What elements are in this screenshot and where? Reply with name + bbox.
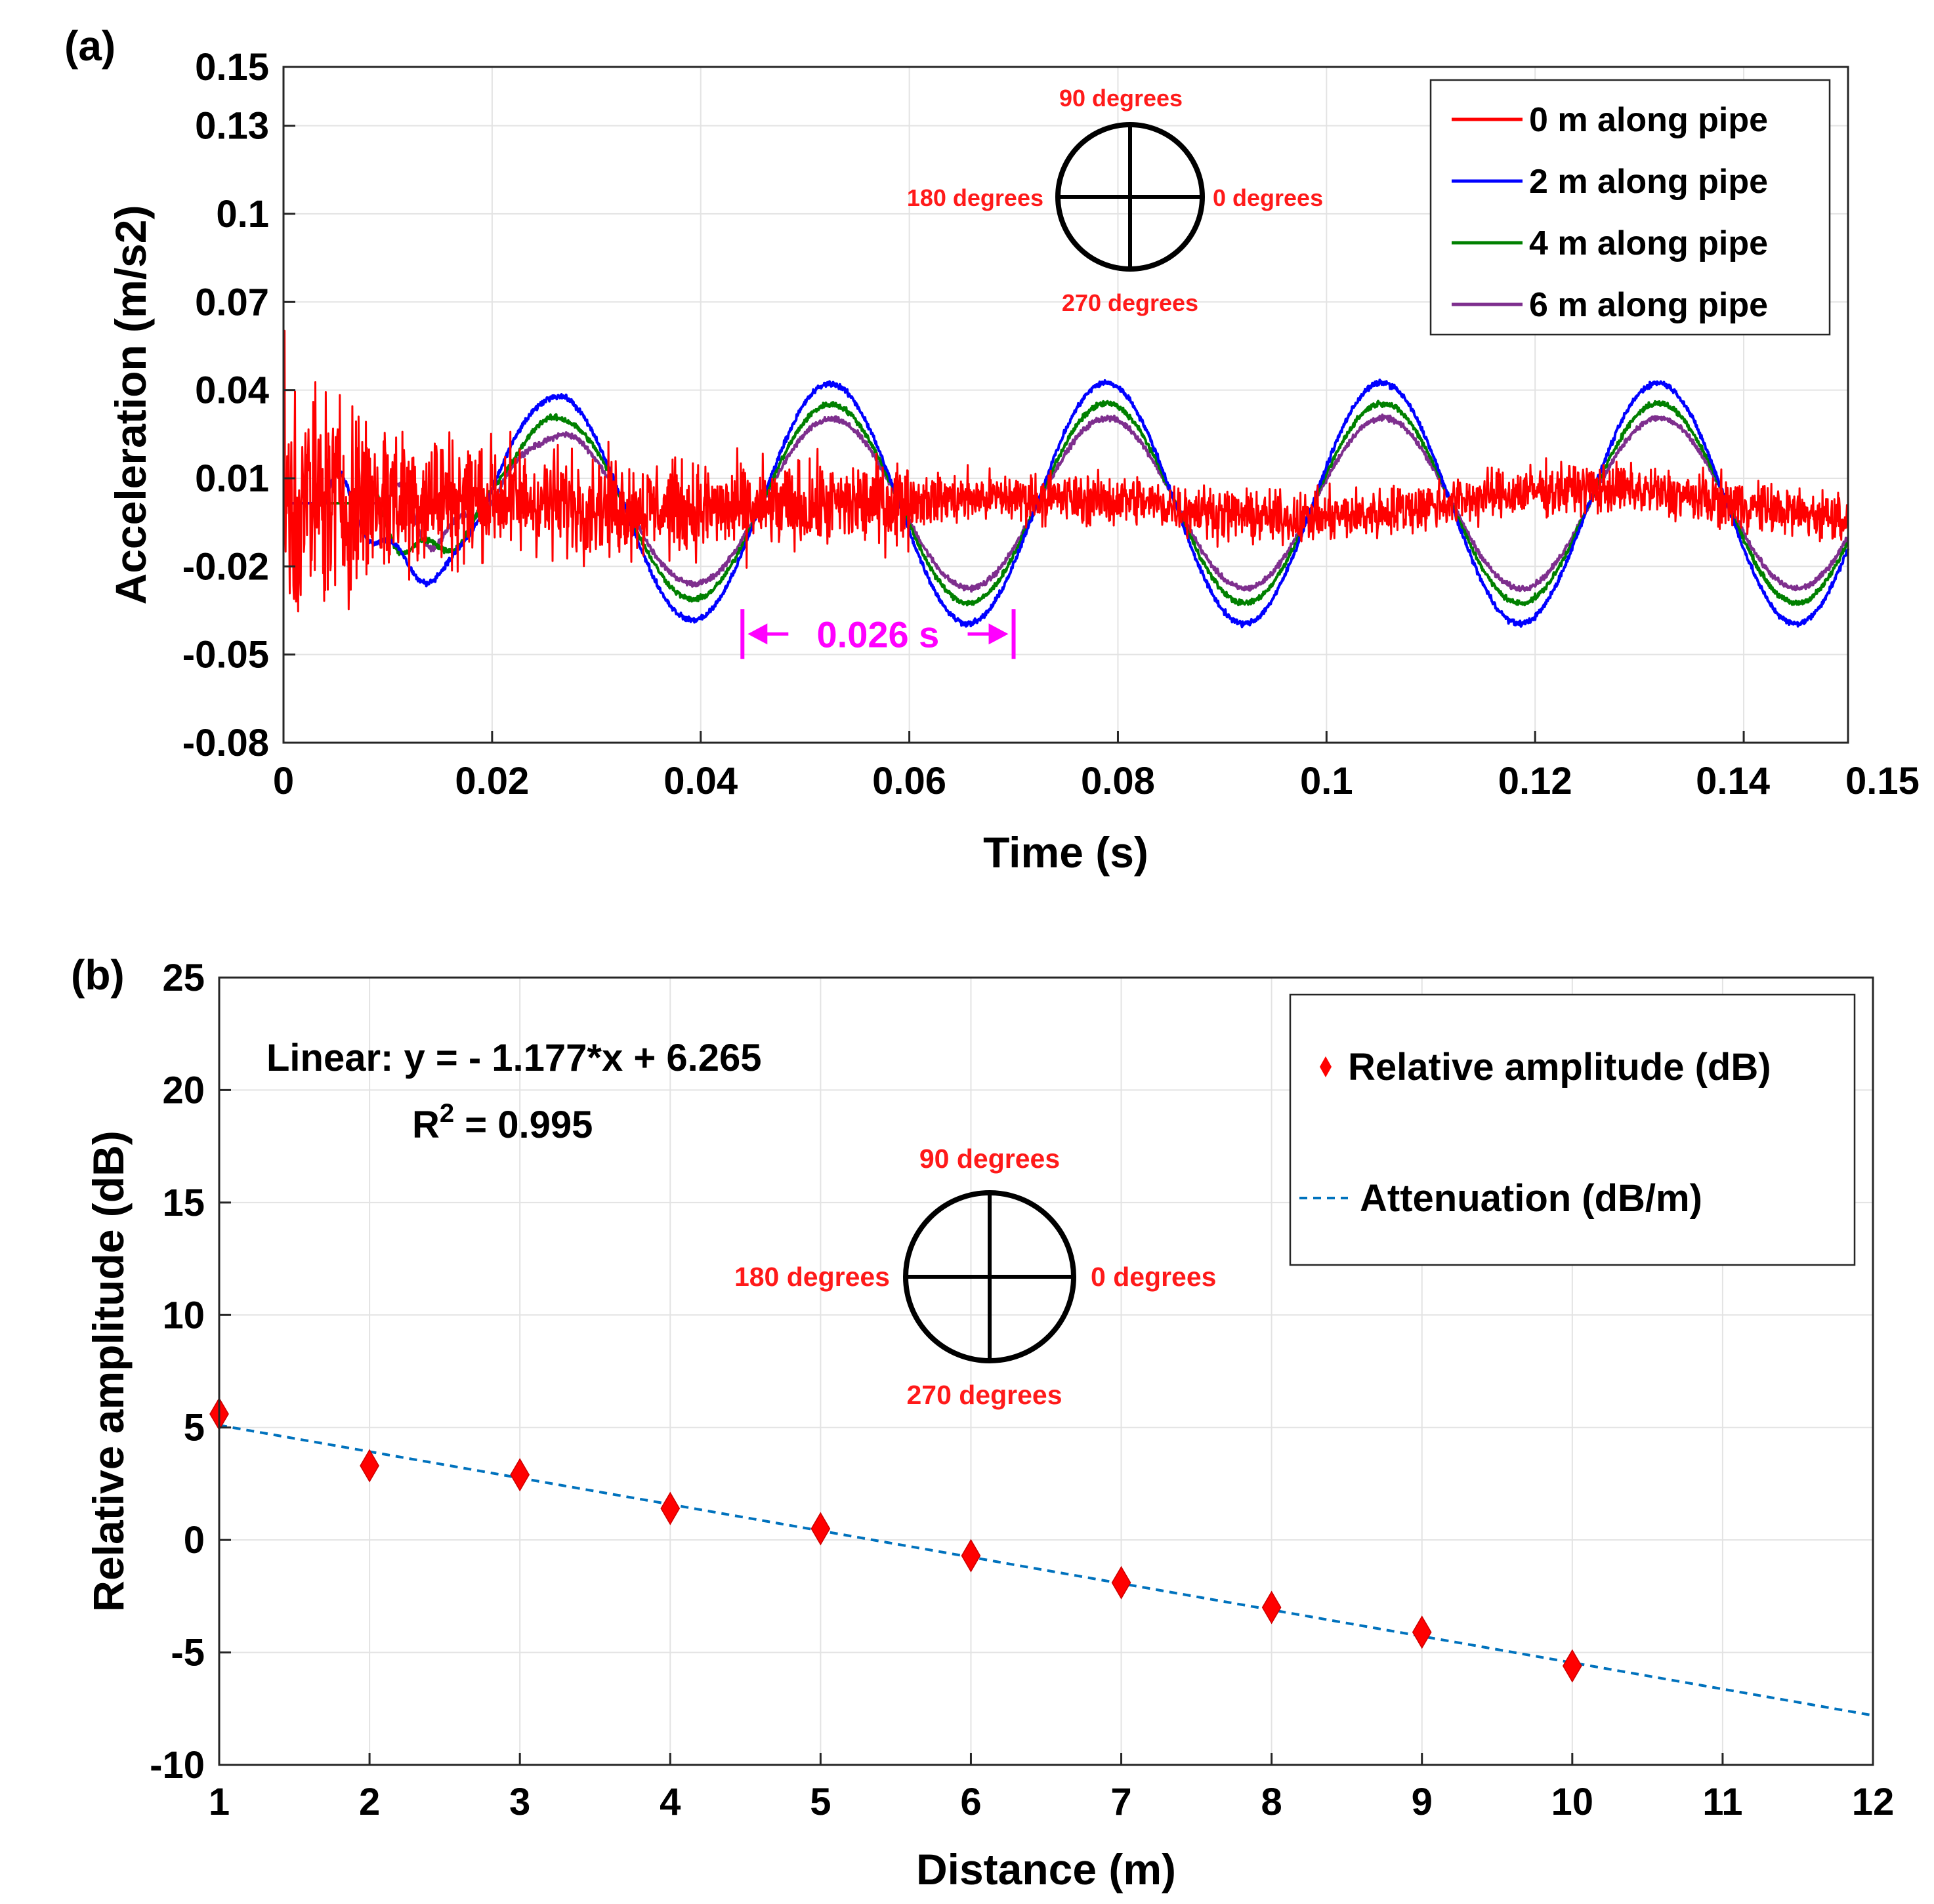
legend-label-6m: 6 m along pipe [1529,286,1768,324]
x-tick-label: 2 [359,1781,380,1823]
orientation-bottom-label: 270 degrees [1062,289,1198,316]
panel-a-y-ticks: 0.15 0.13 0.1 0.07 0.04 0.01 -0.02 -0.05 -0.08 [182,46,295,764]
panel-a-legend-box [1429,79,1831,336]
legend-label-attenuation: Attenuation (dB/m) [1360,1177,1702,1220]
panel-a: (a) 0 0.02 0.04 0.06 0.08 0.1 0.12 0.14 0.15 0.1… [64,22,1920,877]
panel-a-label: (a) [64,22,116,70]
series-2m-line [282,379,1849,629]
annotation-right-arrowhead [988,623,1009,645]
annotation-left-arrowhead [747,623,768,645]
x-tick-label: 1 [209,1781,230,1823]
legend-label-relative-amplitude: Relative amplitude (dB) [1348,1046,1771,1088]
orientation-top-label: 90 degrees [919,1144,1060,1174]
panel-a-y-axis-title: Acceleration (m/s2) [106,205,155,605]
r2-prefix: R [412,1104,440,1146]
x-tick-label: 0.12 [1498,760,1572,802]
series-0m-line [282,329,1849,613]
y-tick-label: 0.07 [195,281,269,323]
x-tick-label: 3 [509,1781,530,1823]
data-point-marker [1562,1649,1582,1683]
data-point-marker [961,1539,981,1573]
x-tick-label: 0.06 [872,760,946,802]
legend-label-2m: 2 m along pipe [1529,163,1768,201]
data-point-marker [510,1458,530,1492]
x-tick-label: 10 [1551,1781,1594,1823]
x-tick-label: 0.1 [1300,760,1353,802]
panel-a-x-axis-title: Time (s) [983,828,1148,877]
x-tick-label: 8 [1261,1781,1282,1823]
legend-marker-relative-amplitude [1320,1056,1332,1077]
y-tick-label: 10 [162,1294,205,1336]
panel-b-series [209,1397,1874,1717]
y-tick-label: 0.01 [195,457,269,500]
orientation-right-label: 0 degrees [1213,184,1323,211]
panel-a-x-ticks: 0 0.02 0.04 0.06 0.08 0.1 0.12 0.14 0.15 [273,731,1920,802]
x-tick-label: 0.08 [1081,760,1155,802]
fit-equation: Linear: y = - 1.177*x + 6.265 [266,1037,761,1079]
x-tick-label: 4 [660,1781,681,1823]
data-point-marker [660,1491,681,1525]
period-annotation: 0.026 s [740,609,1016,659]
x-tick-label: 7 [1110,1781,1131,1823]
x-tick-label: 11 [1702,1781,1742,1823]
x-tick-label: 0.15 [1845,760,1920,802]
orientation-left-label: 180 degrees [907,184,1043,211]
panel-b-label: (b) [71,951,125,999]
orientation-bottom-label: 270 degrees [906,1380,1062,1410]
data-point-marker [360,1449,379,1483]
y-tick-label: -0.08 [182,722,269,764]
orientation-left-label: 180 degrees [734,1262,890,1292]
fit-r-squared: R2 = 0.995 [412,1099,593,1146]
data-point-marker [810,1512,831,1546]
x-tick-label: 0.14 [1696,760,1770,802]
x-tick-label: 12 [1852,1781,1895,1823]
annotation-period-label: 0.026 s [816,613,939,655]
y-tick-label: -0.05 [182,634,269,676]
panel-a-orientation-inset: 90 degrees 0 degrees 180 degrees 270 deg… [907,85,1323,316]
x-tick-label: 9 [1412,1781,1433,1823]
y-tick-label: 5 [184,1407,205,1449]
orientation-top-label: 90 degrees [1059,85,1183,112]
x-tick-label: 5 [810,1781,831,1823]
orientation-right-label: 0 degrees [1091,1262,1216,1292]
y-tick-label: 0.1 [216,193,269,236]
x-tick-label: 0.02 [455,760,529,802]
panel-a-axes-frame [282,66,1849,744]
panel-a-legend: 0 m along pipe 2 m along pipe 4 m along … [1429,79,1831,336]
panel-b-x-axis-title: Distance (m) [916,1845,1176,1894]
y-tick-label: -10 [150,1744,205,1787]
x-tick-label: 0.04 [663,760,738,802]
x-tick-label: 6 [960,1781,981,1823]
panel-b-axes-frame [218,976,1874,1766]
data-point-marker [1261,1590,1282,1625]
y-tick-label: 15 [162,1182,205,1224]
y-tick-label: 25 [162,957,205,999]
attenuation-fit-line [219,1424,1874,1717]
r2-superscript: 2 [440,1099,454,1128]
y-tick-label: -0.02 [182,545,269,588]
y-tick-label: 0.04 [195,369,269,412]
panel-b-legend: Relative amplitude (dB) Attenuation (dB/… [1289,993,1856,1266]
x-tick-label: 0 [273,760,294,802]
y-tick-label: 20 [162,1069,205,1111]
y-tick-label: 0.15 [195,46,269,89]
y-tick-label: 0.13 [195,105,269,148]
data-point-marker [1111,1565,1131,1600]
data-point-marker [1412,1615,1432,1649]
panel-b-x-ticks: 1 2 3 4 5 6 7 8 9 10 11 12 [209,1753,1894,1823]
legend-label-4m: 4 m along pipe [1529,224,1768,262]
panel-b-legend-box [1289,993,1856,1266]
r2-value: = 0.995 [454,1104,593,1146]
y-tick-label: -5 [171,1632,205,1674]
panel-b-y-ticks: 25 20 15 10 5 0 -5 -10 [150,957,231,1787]
panel-a-series [282,329,1849,629]
panel-b-y-axis-title: Relative amplitude (dB) [84,1130,133,1611]
legend-label-0m: 0 m along pipe [1529,101,1768,139]
panel-b-orientation-inset: 90 degrees 0 degrees 180 degrees 270 deg… [734,1144,1217,1410]
y-tick-label: 0 [184,1519,205,1562]
